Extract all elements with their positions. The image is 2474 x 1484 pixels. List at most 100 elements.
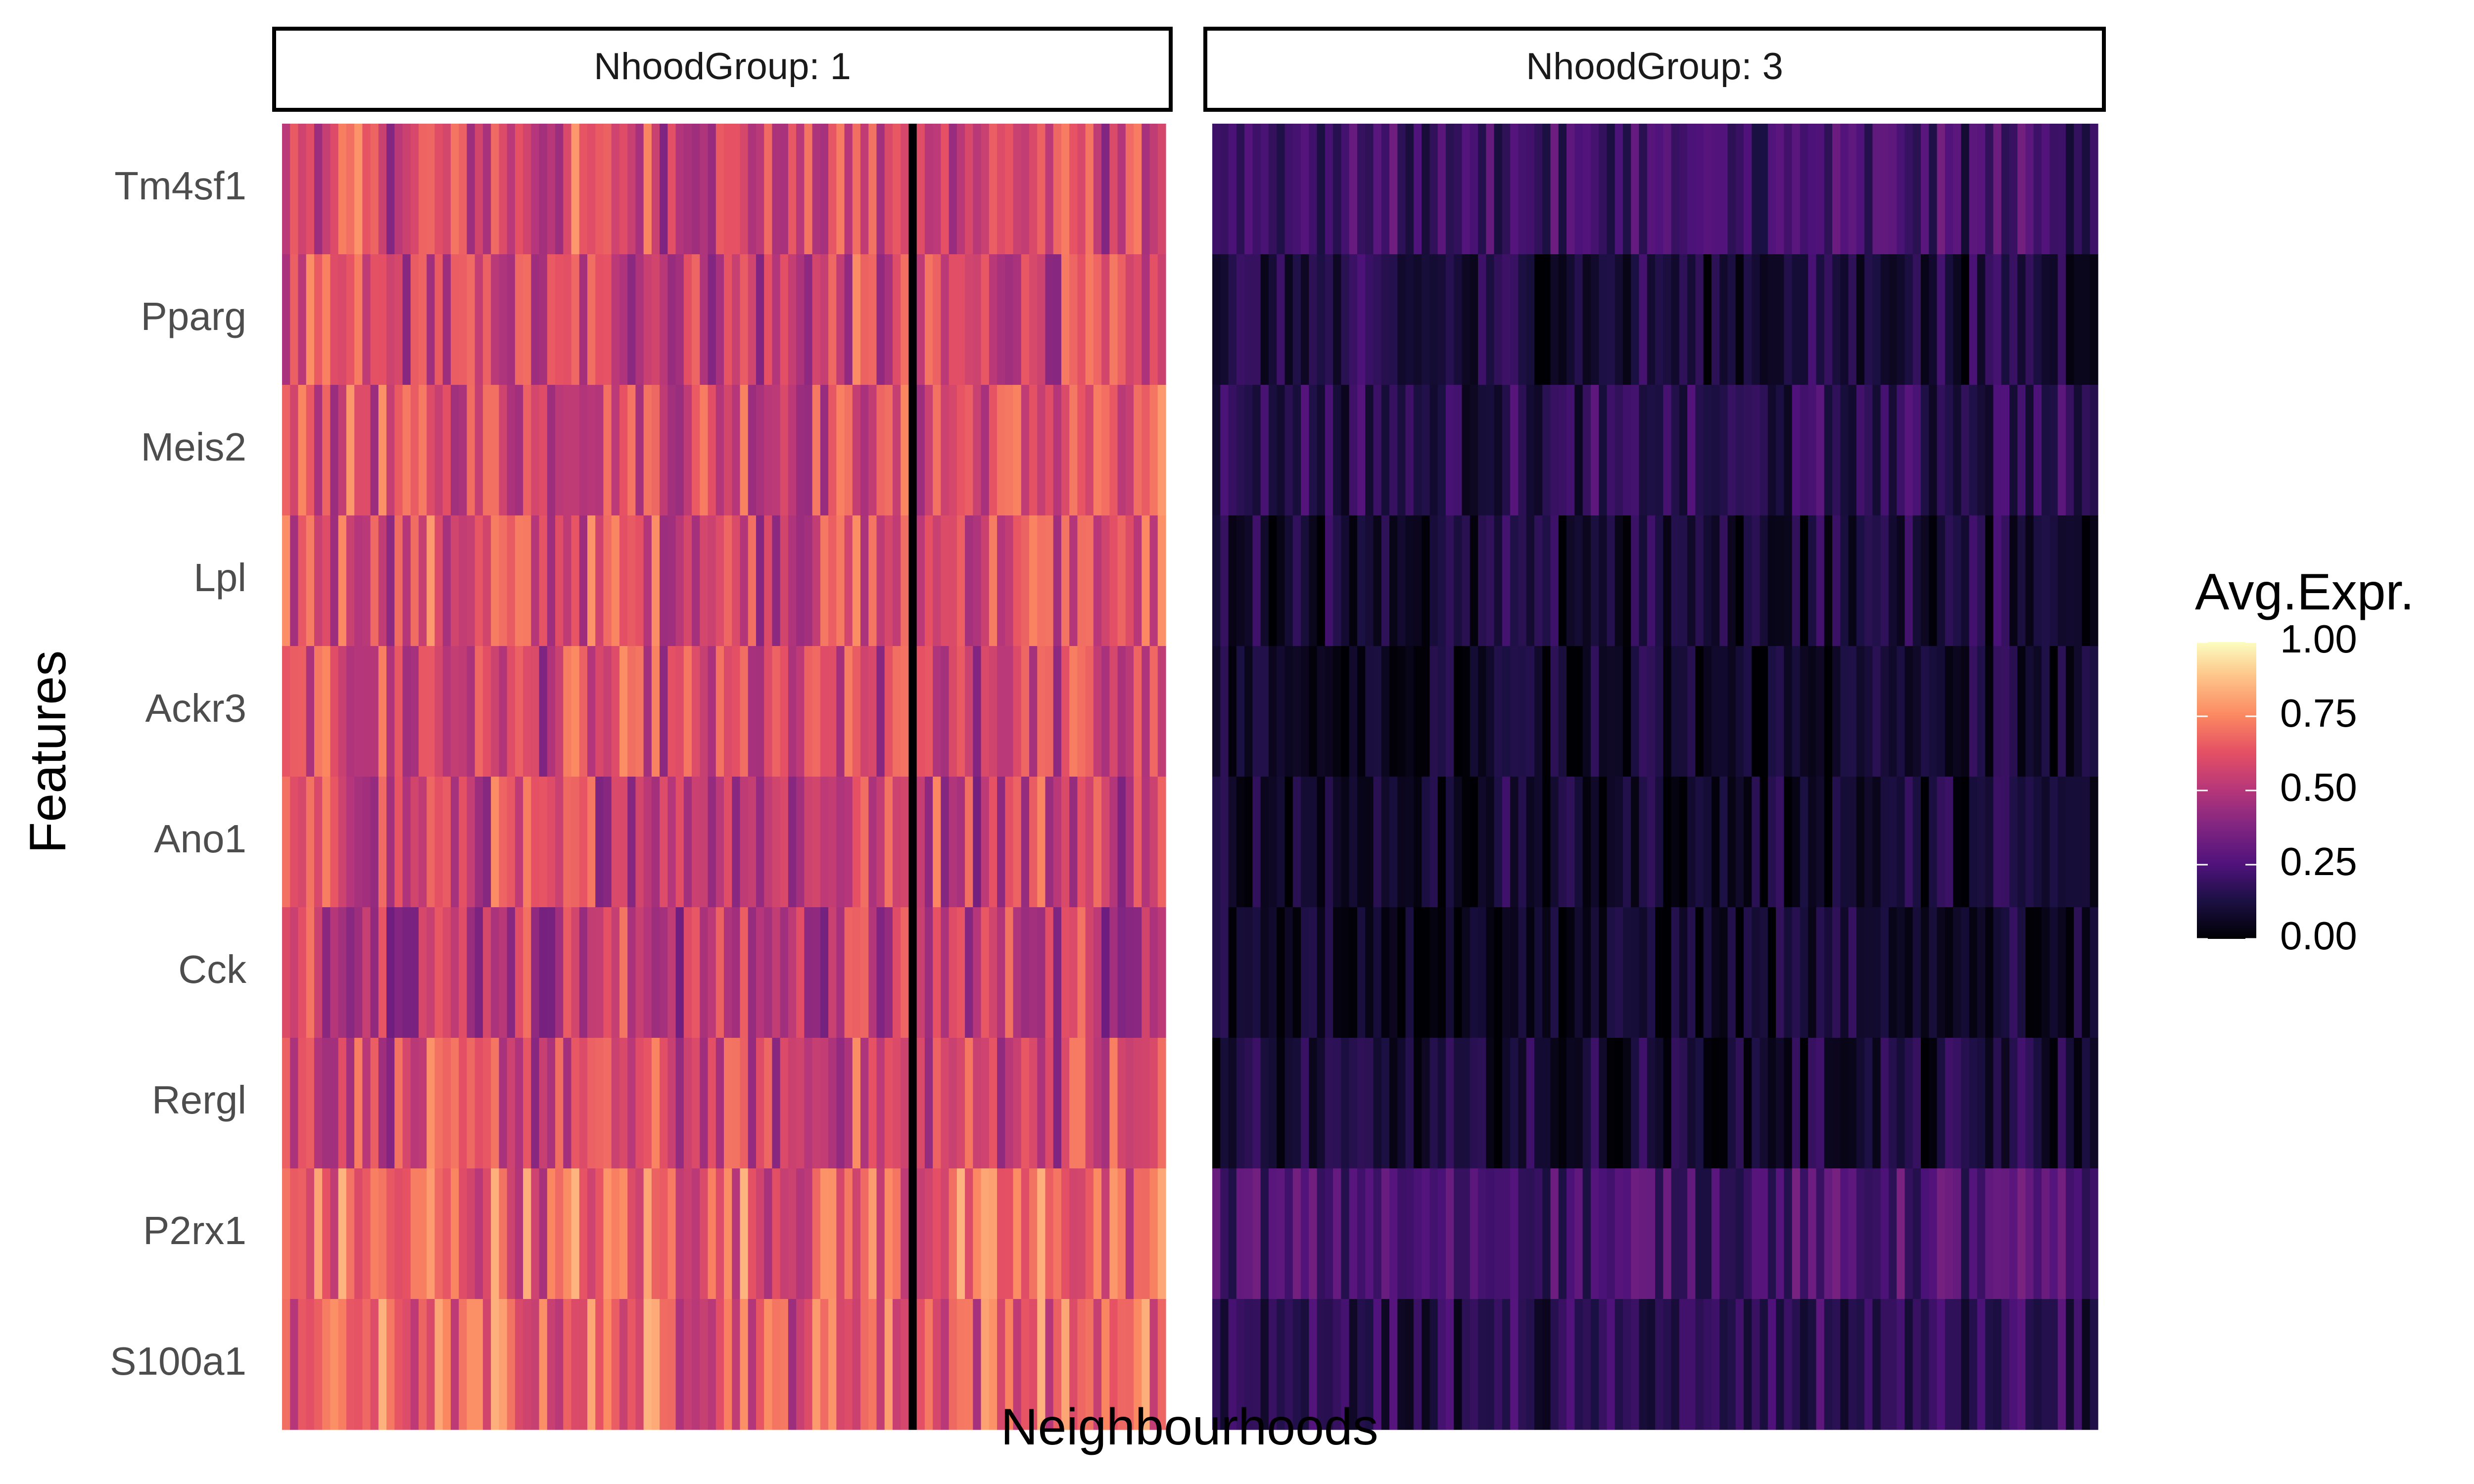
heatmap-cell xyxy=(402,907,411,1038)
heatmap-cell xyxy=(1663,1299,1672,1430)
heatmap-cell xyxy=(1061,385,1070,516)
heatmap-cell xyxy=(1687,515,1696,647)
heatmap-cell xyxy=(708,124,716,255)
heatmap-cell xyxy=(595,385,604,516)
heatmap-cell xyxy=(467,124,476,255)
heatmap-cell xyxy=(675,1168,684,1299)
heatmap-cell xyxy=(1808,1299,1817,1430)
heatmap-cell xyxy=(306,1168,315,1299)
heatmap-cell xyxy=(1639,1038,1648,1169)
heatmap-cell xyxy=(378,646,387,777)
heatmap-cell xyxy=(1679,1168,1688,1299)
heatmap-cell xyxy=(1212,777,1221,908)
heatmap-cell xyxy=(1848,1168,1857,1299)
heatmap-cell xyxy=(1977,1038,1986,1169)
legend-title: Avg.Expr. xyxy=(2195,563,2414,621)
heatmap-cell xyxy=(1260,254,1269,385)
heatmap-cell xyxy=(1462,515,1471,647)
heatmap-cell xyxy=(1349,1168,1358,1299)
heatmap-cell xyxy=(563,777,572,908)
heatmap-cell xyxy=(2001,124,2010,255)
heatmap-cell xyxy=(1760,515,1768,647)
heatmap-cell xyxy=(1897,1038,1905,1169)
heatmap-cell xyxy=(1405,515,1414,647)
heatmap-cell xyxy=(660,777,668,908)
heatmap-cell xyxy=(1292,124,1301,255)
heatmap-cell xyxy=(1937,254,1946,385)
heatmap-cell xyxy=(491,515,499,647)
heatmap-cell xyxy=(1077,515,1086,647)
heatmap-cell xyxy=(1776,515,1784,647)
heatmap-cell xyxy=(836,646,845,777)
heatmap-cell xyxy=(1125,515,1134,647)
heatmap-cell xyxy=(1053,907,1062,1038)
heatmap-cell xyxy=(1510,646,1519,777)
heatmap-cell xyxy=(1389,1168,1398,1299)
heatmap-cell xyxy=(892,1038,901,1169)
heatmap-cell xyxy=(941,515,950,647)
heatmap-cell xyxy=(1454,385,1463,516)
heatmap-cell xyxy=(603,515,612,647)
heatmap-cell xyxy=(756,254,764,385)
heatmap-cell xyxy=(1808,254,1817,385)
heatmap-cell xyxy=(820,515,829,647)
heatmap-cell xyxy=(1292,1038,1301,1169)
heatmap-cell xyxy=(1832,254,1841,385)
heatmap-cell xyxy=(1904,777,1913,908)
heatmap-cell xyxy=(1671,1299,1680,1430)
heatmap-cell xyxy=(338,1038,347,1169)
heatmap-cell xyxy=(2057,124,2066,255)
heatmap-cell xyxy=(916,385,925,516)
heatmap-cell xyxy=(1582,385,1591,516)
heatmap-cell xyxy=(1093,1299,1102,1430)
heatmap-cell xyxy=(901,1168,909,1299)
heatmap-cell xyxy=(1260,646,1269,777)
heatmap-cell xyxy=(1029,254,1038,385)
heatmap-cell xyxy=(1744,1038,1752,1169)
heatmap-cell xyxy=(2082,254,2091,385)
heatmap-cell xyxy=(459,385,468,516)
heatmap-cell xyxy=(2065,1168,2074,1299)
heatmap-cell xyxy=(828,515,837,647)
heatmap-cell xyxy=(924,1168,933,1299)
heatmap-cell xyxy=(547,1038,556,1169)
heatmap-cell xyxy=(410,646,419,777)
heatmap-cell xyxy=(1228,777,1237,908)
heatmap-cell xyxy=(1824,385,1833,516)
heatmap-cell xyxy=(1631,1299,1640,1430)
heatmap-cell xyxy=(1655,646,1664,777)
heatmap-cell xyxy=(1856,1299,1865,1430)
heatmap-cell xyxy=(844,1168,853,1299)
legend-tick-label: 0.25 xyxy=(2280,839,2357,883)
heatmap-cell xyxy=(290,777,299,908)
heatmap-cell xyxy=(989,254,998,385)
heatmap-cell xyxy=(555,1038,564,1169)
heatmap-cell xyxy=(1945,777,1953,908)
heatmap-cell xyxy=(981,646,990,777)
heatmap-cell xyxy=(619,254,628,385)
heatmap-cell xyxy=(571,515,580,647)
heatmap-cell xyxy=(1848,1299,1857,1430)
heatmap-cell xyxy=(1679,385,1688,516)
heatmap-cell xyxy=(2074,1299,2083,1430)
heatmap-cell xyxy=(362,385,371,516)
legend-ticks: 0.000.250.500.751.00 xyxy=(2197,617,2357,958)
heatmap-cell xyxy=(1945,124,1953,255)
heatmap-cell xyxy=(1413,907,1422,1038)
heatmap-cell xyxy=(467,646,476,777)
heatmap-cell xyxy=(1567,1038,1575,1169)
heatmap-cell xyxy=(1462,385,1471,516)
heatmap-cell xyxy=(2065,254,2074,385)
heatmap-cell xyxy=(828,124,837,255)
heatmap-cell xyxy=(531,124,540,255)
heatmap-cell xyxy=(1945,254,1953,385)
heatmap-cell xyxy=(1309,515,1318,647)
heatmap-cell xyxy=(475,907,483,1038)
heatmap-cell xyxy=(1109,777,1118,908)
heatmap-cell xyxy=(2090,907,2098,1038)
heatmap-cell xyxy=(1236,646,1245,777)
heatmap-cell xyxy=(1125,1038,1134,1169)
heatmap-cell xyxy=(507,124,516,255)
heatmap-cell xyxy=(2017,646,2026,777)
facet-strip-1-box xyxy=(272,27,1173,112)
